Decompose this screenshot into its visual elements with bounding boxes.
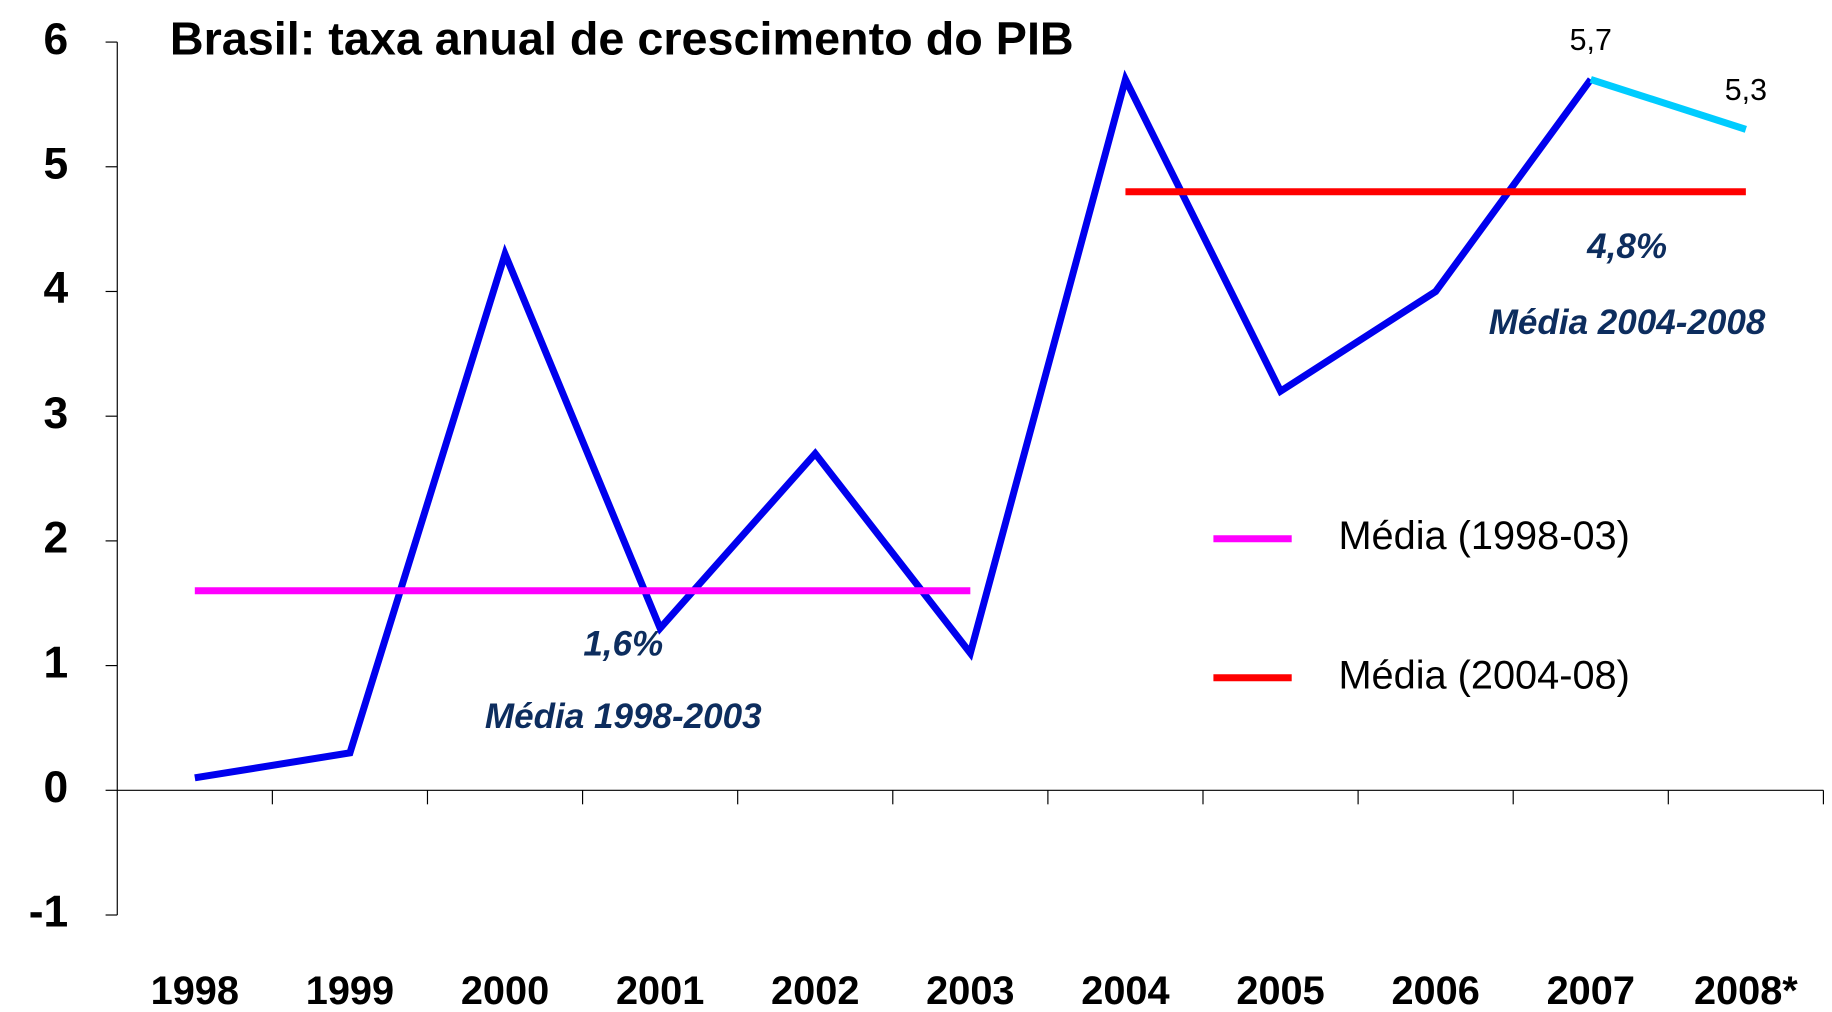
x-tick-label: 2008* [1694, 969, 1798, 1012]
annotation: 1,6% [583, 624, 663, 663]
x-tick-label: 2007 [1547, 969, 1635, 1012]
x-tick-label: 2004 [1081, 969, 1169, 1012]
y-tick-label: 4 [43, 264, 68, 313]
y-tick-label: 3 [43, 389, 68, 438]
x-tick-label: 2002 [771, 969, 859, 1012]
x-tick-label: 2000 [461, 969, 549, 1012]
data-label: 5,7 [1570, 23, 1612, 57]
annotation: 4,8% [1586, 227, 1667, 266]
series-line [1589, 76, 1747, 133]
y-tick-label: 2 [43, 514, 68, 563]
y-tick-label: 1 [43, 638, 68, 687]
legend-label: Média (2004-08) [1338, 653, 1629, 697]
chart-title: Brasil: taxa anual de crescimento do PIB [170, 12, 1074, 64]
series-line [194, 69, 1594, 782]
y-tick-label: 5 [43, 140, 68, 189]
x-tick-label: 1998 [151, 969, 239, 1012]
x-tick-label: 2003 [926, 969, 1014, 1012]
x-tick-label: 1999 [306, 969, 394, 1012]
annotation: Média 2004-2008 [1489, 303, 1766, 342]
x-tick-label: 2005 [1236, 969, 1324, 1012]
y-tick-label: -1 [29, 888, 68, 937]
y-tick-label: 0 [43, 763, 68, 812]
y-tick-label: 6 [43, 15, 68, 64]
legend-label: Média (1998-03) [1338, 514, 1629, 558]
data-label: 5,3 [1725, 73, 1767, 107]
annotation: Média 1998-2003 [485, 697, 762, 736]
x-tick-label: 2001 [616, 969, 704, 1012]
x-tick-label: 2006 [1391, 969, 1479, 1012]
